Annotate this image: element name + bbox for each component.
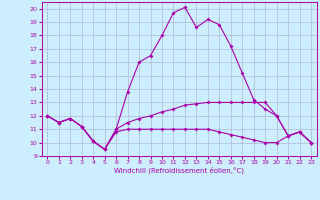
X-axis label: Windchill (Refroidissement éolien,°C): Windchill (Refroidissement éolien,°C) bbox=[114, 167, 244, 174]
